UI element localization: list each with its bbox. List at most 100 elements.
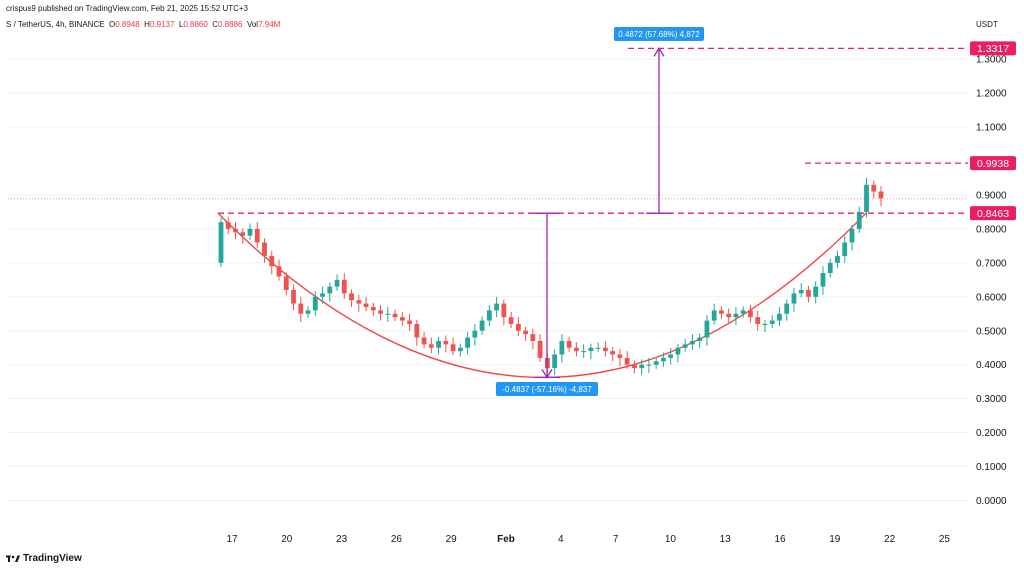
y-tick-label: 0.7000 [976, 258, 1007, 269]
candle-body [486, 310, 492, 321]
candle-body [392, 313, 398, 318]
measure-label: 0.4872 (57.68%) 4,872 [618, 30, 700, 39]
candle-body [842, 242, 848, 257]
candle-body [305, 310, 311, 314]
level-label-bg [970, 206, 1016, 221]
level-label: 0.9938 [977, 158, 1009, 170]
measure-down[interactable]: -0.4837 (-57.16%) -4,837 [496, 212, 598, 396]
low-label: L [178, 20, 184, 29]
candle-body [624, 357, 630, 365]
x-tick-label: 20 [281, 534, 293, 545]
candle-body [806, 290, 811, 297]
candle-body [755, 317, 761, 324]
tradingview-brand[interactable]: TradingView [6, 553, 82, 564]
candle-body [530, 334, 536, 341]
high-label: H [144, 20, 150, 29]
candle-body [559, 340, 565, 355]
candle-body [378, 310, 383, 314]
x-tick-label: 25 [939, 534, 951, 545]
measurement-tools[interactable]: 0.4872 (57.68%) 4,872 -0.4837 (-57.16%) -… [496, 27, 704, 396]
x-tick-label: 29 [446, 534, 458, 545]
close-label: C [212, 20, 219, 29]
level-label: 1.3317 [977, 43, 1009, 55]
candle-body [276, 266, 282, 277]
volume-value: 7.94M [258, 20, 281, 29]
candle-body [269, 256, 275, 267]
candle-body [407, 320, 412, 324]
candle-body [733, 313, 739, 318]
x-tick-label: 10 [665, 534, 677, 545]
candle-body [602, 347, 608, 352]
horizontal-levels[interactable] [218, 47, 968, 214]
measure-up[interactable]: 0.4872 (57.68%) 4,872 [614, 27, 704, 214]
candle-body [320, 293, 325, 297]
candle-body [450, 344, 456, 352]
candle-body [784, 303, 790, 314]
y-tick-label: 1.3000 [976, 55, 1007, 66]
candle-body [726, 313, 732, 318]
candle-body [349, 293, 354, 301]
candle-body [820, 273, 826, 287]
measure-label-bg [614, 27, 704, 41]
candle-body [632, 364, 637, 369]
candle-body [762, 323, 768, 325]
candle-body [827, 262, 833, 274]
candle-body [385, 313, 391, 315]
candle-body [813, 286, 819, 297]
candle-body [595, 347, 601, 349]
y-tick-label: 0.8000 [976, 224, 1007, 235]
candle-body [457, 347, 463, 352]
candle-body [798, 290, 804, 294]
candle-body [864, 184, 869, 212]
candle-body [646, 364, 652, 366]
candle-body [414, 323, 420, 338]
y-tick-label: 0.1000 [976, 462, 1007, 473]
candle-body [508, 317, 514, 324]
candle-body [711, 310, 717, 321]
open-value: 0.8948 [115, 20, 140, 29]
symbol-label: S / TetherUS, 4h, BINANCE [6, 20, 105, 29]
candle-body [871, 184, 877, 192]
x-tick-label: 4 [558, 534, 564, 545]
candle-body [465, 337, 470, 348]
candle-body [661, 357, 666, 362]
candle-body [668, 354, 674, 358]
y-tick-label: 1.1000 [976, 123, 1007, 134]
x-tick-label: 16 [774, 534, 786, 545]
candle-body [494, 303, 500, 311]
level-price-labels: 1.3317 0.9938 0.8463 [970, 41, 1016, 221]
axis-ticks: 1.3000 1.2000 1.1000 0.9000 0.8000 0.7000 0.60… [226, 55, 1007, 545]
y-tick-label: 1.2000 [976, 89, 1007, 100]
candle-body [610, 351, 616, 355]
candle-body [327, 286, 333, 294]
candle-body [588, 347, 594, 352]
candle-body [639, 364, 645, 369]
level-label: 0.8463 [977, 208, 1009, 220]
candle-body [428, 344, 434, 348]
level-label-bg [970, 41, 1016, 56]
symbol-ohlc-line: S / TetherUS, 4h, BINANCE O0.8948 H0.913… [6, 20, 280, 29]
x-tick-label: Feb [497, 534, 515, 545]
candle-body [283, 276, 289, 291]
y-tick-label: 0.2000 [976, 428, 1007, 439]
candle-body [690, 340, 695, 345]
candle-body [240, 232, 246, 236]
candle-body [291, 290, 296, 304]
candle-body [552, 354, 558, 369]
candle-body [501, 303, 507, 318]
candle-body [341, 279, 347, 294]
candle-body [443, 340, 449, 345]
candle-body [356, 300, 362, 304]
candle-body [370, 306, 376, 311]
candle-body [363, 303, 369, 307]
candle-body [849, 228, 855, 243]
x-tick-label: 17 [226, 534, 238, 545]
candle-body [233, 228, 238, 233]
candle-body [334, 279, 340, 287]
y-tick-label: 0.5000 [976, 326, 1007, 337]
candle-body [247, 228, 253, 236]
measure-label: -0.4837 (-57.16%) -4,837 [502, 385, 592, 394]
x-tick-label: 19 [829, 534, 841, 545]
